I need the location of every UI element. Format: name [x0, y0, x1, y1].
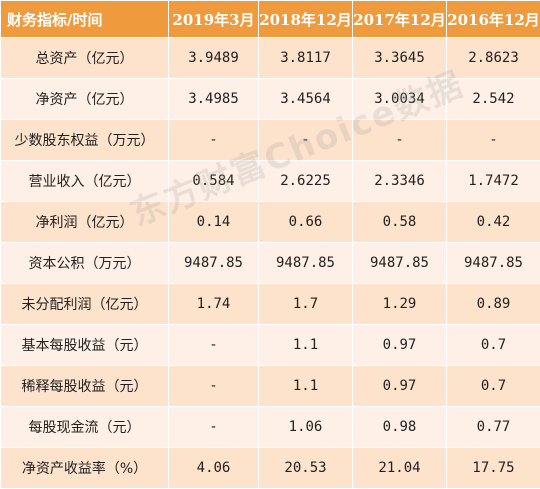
value-cell: 3.3645: [353, 38, 447, 79]
value-cell: 1.7472: [447, 161, 540, 202]
value-cell: 3.0034: [353, 79, 447, 120]
row-label-undistributed-profit: 未分配利润（亿元）: [1, 284, 169, 325]
table-row: 基本每股收益（元） - 1.1 0.97 0.7: [1, 325, 540, 366]
header-period-cell: 2017年12月: [353, 1, 447, 38]
value-cell: 0.98: [353, 407, 447, 448]
value-cell: -: [447, 120, 540, 161]
row-label-total-assets: 总资产（亿元）: [1, 38, 169, 79]
row-label-roe: 净资产收益率（%）: [1, 448, 169, 489]
value-cell: 1.7: [259, 284, 353, 325]
value-cell: 3.8117: [259, 38, 353, 79]
row-label-capital-reserve: 资本公积（万元）: [1, 243, 169, 284]
header-period-cell: 2016年12月: [447, 1, 540, 38]
value-cell: 2.8623: [447, 38, 540, 79]
value-cell: 0.584: [169, 161, 259, 202]
row-label-net-assets: 净资产（亿元）: [1, 79, 169, 120]
value-cell: 2.6225: [259, 161, 353, 202]
row-label-net-profit: 净利润（亿元）: [1, 202, 169, 243]
row-label-basic-eps: 基本每股收益（元）: [1, 325, 169, 366]
value-cell: -: [169, 366, 259, 407]
value-cell: 0.7: [447, 325, 540, 366]
value-cell: 1.29: [353, 284, 447, 325]
value-cell: 1.74: [169, 284, 259, 325]
row-label-revenue: 营业收入（亿元）: [1, 161, 169, 202]
header-period-cell: 2019年3月: [169, 1, 259, 38]
header-row: 财务指标/时间 2019年3月 2018年12月 2017年12月 2016年1…: [1, 1, 540, 38]
table-row: 少数股东权益（万元） - - - -: [1, 120, 540, 161]
value-cell: 0.97: [353, 366, 447, 407]
value-cell: -: [169, 407, 259, 448]
table-row: 未分配利润（亿元） 1.74 1.7 1.29 0.89: [1, 284, 540, 325]
row-label-cash-flow-per-share: 每股现金流（元）: [1, 407, 169, 448]
value-cell: -: [259, 120, 353, 161]
value-cell: 9487.85: [259, 243, 353, 284]
table-row: 每股现金流（元） - 1.06 0.98 0.77: [1, 407, 540, 448]
value-cell: 0.89: [447, 284, 540, 325]
value-cell: 20.53: [259, 448, 353, 489]
value-cell: 3.4564: [259, 79, 353, 120]
value-cell: 9487.85: [447, 243, 540, 284]
table-row: 净利润（亿元） 0.14 0.66 0.58 0.42: [1, 202, 540, 243]
value-cell: 1.06: [259, 407, 353, 448]
value-cell: 0.97: [353, 325, 447, 366]
value-cell: 3.9489: [169, 38, 259, 79]
table-row: 资本公积（万元） 9487.85 9487.85 9487.85 9487.85: [1, 243, 540, 284]
value-cell: 17.75: [447, 448, 540, 489]
header-period-cell: 2018年12月: [259, 1, 353, 38]
table-row: 总资产（亿元） 3.9489 3.8117 3.3645 2.8623: [1, 38, 540, 79]
value-cell: 0.66: [259, 202, 353, 243]
value-cell: -: [169, 325, 259, 366]
value-cell: -: [169, 120, 259, 161]
value-cell: -: [353, 120, 447, 161]
value-cell: 0.77: [447, 407, 540, 448]
value-cell: 0.42: [447, 202, 540, 243]
value-cell: 21.04: [353, 448, 447, 489]
row-label-minority-interest: 少数股东权益（万元）: [1, 120, 169, 161]
table-row: 净资产（亿元） 3.4985 3.4564 3.0034 2.542: [1, 79, 540, 120]
value-cell: 9487.85: [169, 243, 259, 284]
value-cell: 9487.85: [353, 243, 447, 284]
header-label-cell: 财务指标/时间: [1, 1, 169, 38]
table-row: 营业收入（亿元） 0.584 2.6225 2.3346 1.7472: [1, 161, 540, 202]
table-row: 稀释每股收益（元） - 1.1 0.97 0.7: [1, 366, 540, 407]
row-label-diluted-eps: 稀释每股收益（元）: [1, 366, 169, 407]
value-cell: 0.14: [169, 202, 259, 243]
value-cell: 0.7: [447, 366, 540, 407]
table-row: 净资产收益率（%） 4.06 20.53 21.04 17.75: [1, 448, 540, 489]
value-cell: 0.58: [353, 202, 447, 243]
value-cell: 2.542: [447, 79, 540, 120]
value-cell: 3.4985: [169, 79, 259, 120]
value-cell: 1.1: [259, 366, 353, 407]
value-cell: 2.3346: [353, 161, 447, 202]
value-cell: 1.1: [259, 325, 353, 366]
value-cell: 4.06: [169, 448, 259, 489]
